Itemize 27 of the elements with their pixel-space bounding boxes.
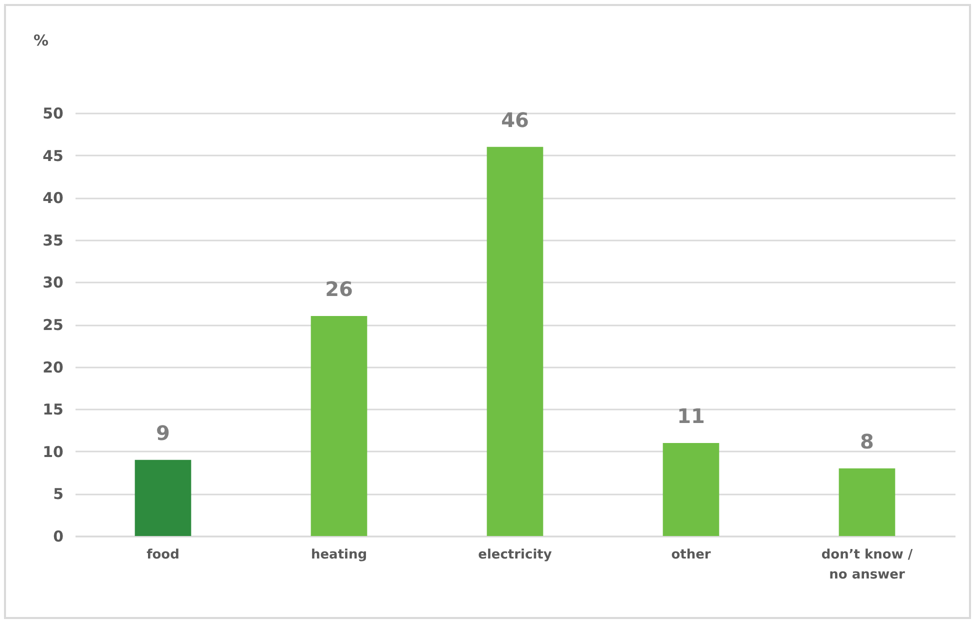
data-label: 46 [501,108,529,132]
data-label: 11 [677,404,705,428]
y-tick-label: 15 [42,400,64,419]
bar [310,316,368,536]
bar [134,460,192,536]
y-tick-label: 35 [42,231,64,250]
y-tick-label: 20 [42,358,64,376]
data-label: 8 [860,429,874,454]
y-tick-label: 10 [42,442,64,461]
y-tick-label: 5 [53,485,64,504]
y-axis-title: % [34,32,49,50]
y-tick-label: 30 [42,274,64,292]
y-tick-label: 50 [42,104,64,122]
x-tick-label: don’t know / no answer [821,548,913,582]
x-tick-label: food [146,548,180,562]
bar [838,468,896,536]
y-tick-label: 25 [42,316,64,334]
bar [486,146,544,536]
x-tick-label: electricity [478,548,552,562]
y-tick-label: 45 [42,146,64,165]
y-tick-label: 0 [53,528,64,546]
data-label: 26 [325,277,353,302]
data-label: 9 [156,420,170,445]
y-tick-label: 40 [42,189,64,208]
x-tick-label: heating [310,548,368,562]
x-tick-label: other [671,548,712,562]
bar [662,442,720,536]
